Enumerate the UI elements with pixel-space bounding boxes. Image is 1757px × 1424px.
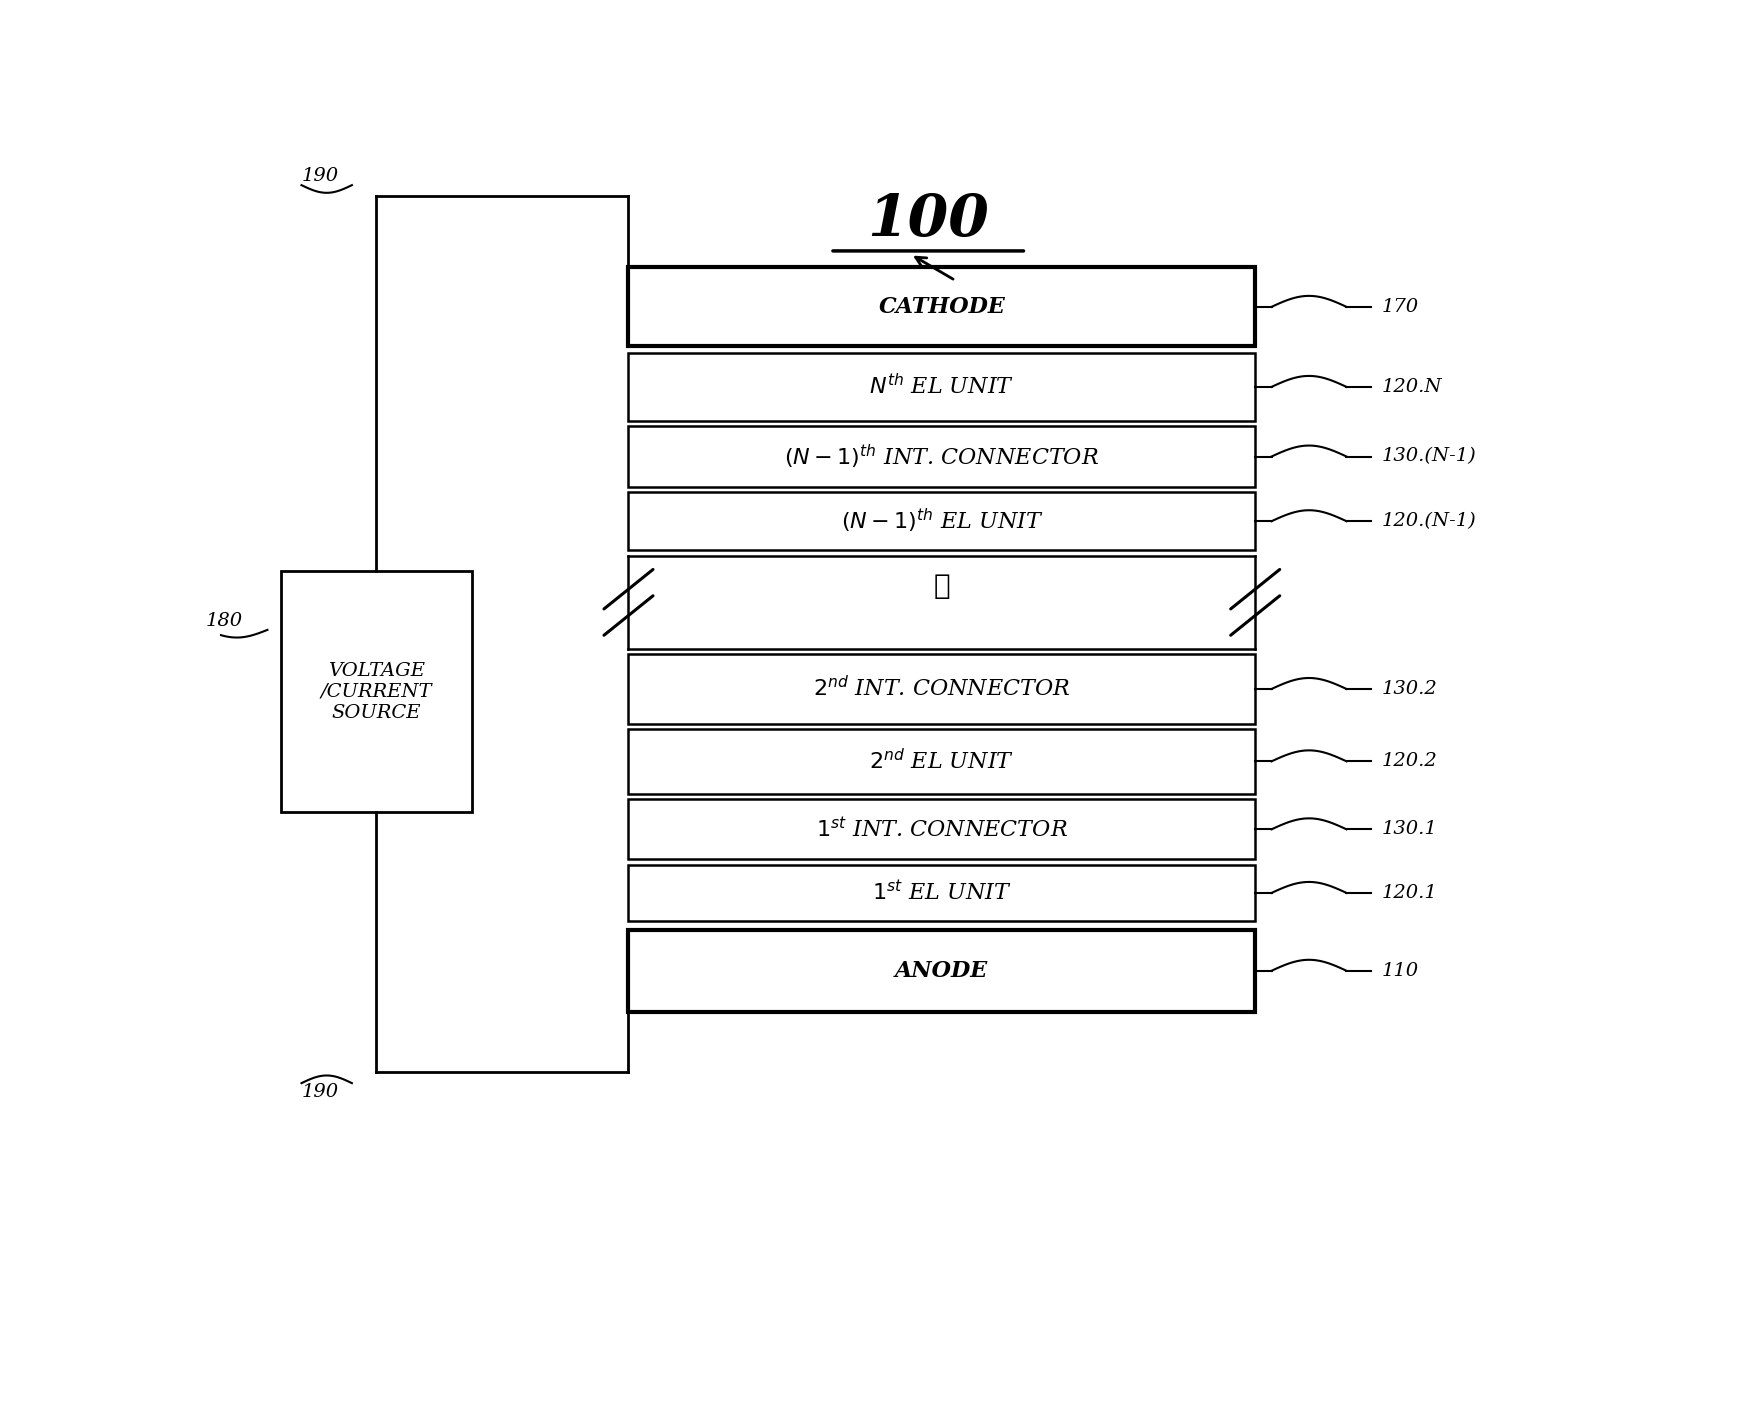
Bar (629, 864, 1254, 921)
Text: 120.1: 120.1 (1381, 884, 1437, 901)
Text: $2^{nd}$ INT. CONNECTOR: $2^{nd}$ INT. CONNECTOR (813, 676, 1070, 702)
Bar (629, 799, 1254, 860)
Text: CATHODE: CATHODE (878, 296, 1005, 318)
Text: 130.1: 130.1 (1381, 820, 1437, 839)
Text: 190: 190 (302, 1084, 339, 1101)
Bar (629, 493, 1254, 550)
Bar (629, 655, 1254, 723)
Text: $N^{th}$ EL UNIT: $N^{th}$ EL UNIT (868, 375, 1014, 400)
Text: $(N-1)^{th}$ EL UNIT: $(N-1)^{th}$ EL UNIT (840, 507, 1042, 535)
Text: 130.2: 130.2 (1381, 681, 1437, 698)
Text: 120.N: 120.N (1381, 377, 1441, 396)
Text: 120.2: 120.2 (1381, 752, 1437, 770)
Bar (629, 729, 1254, 793)
Text: 120.(N-1): 120.(N-1) (1381, 513, 1476, 530)
Bar (281, 571, 471, 812)
Text: 170: 170 (1381, 298, 1418, 316)
Bar (629, 930, 1254, 1012)
Text: $(N-1)^{th}$ INT. CONNECTOR: $(N-1)^{th}$ INT. CONNECTOR (784, 443, 1098, 470)
Text: 180: 180 (206, 612, 242, 629)
Bar (629, 426, 1254, 487)
Text: VOLTAGE
/CURRENT
SOURCE: VOLTAGE /CURRENT SOURCE (320, 662, 432, 722)
Text: $1^{st}$ EL UNIT: $1^{st}$ EL UNIT (871, 880, 1010, 906)
Text: 190: 190 (302, 167, 339, 185)
Bar (629, 268, 1254, 346)
Text: 100: 100 (866, 192, 989, 248)
Text: 110: 110 (1381, 961, 1418, 980)
Text: 130.(N-1): 130.(N-1) (1381, 447, 1476, 466)
Text: $2^{nd}$ EL UNIT: $2^{nd}$ EL UNIT (868, 749, 1014, 773)
Text: $1^{st}$ INT. CONNECTOR: $1^{st}$ INT. CONNECTOR (815, 817, 1066, 842)
Text: ANODE: ANODE (894, 960, 987, 981)
Bar (629, 353, 1254, 422)
Text: ⋮: ⋮ (933, 574, 949, 601)
